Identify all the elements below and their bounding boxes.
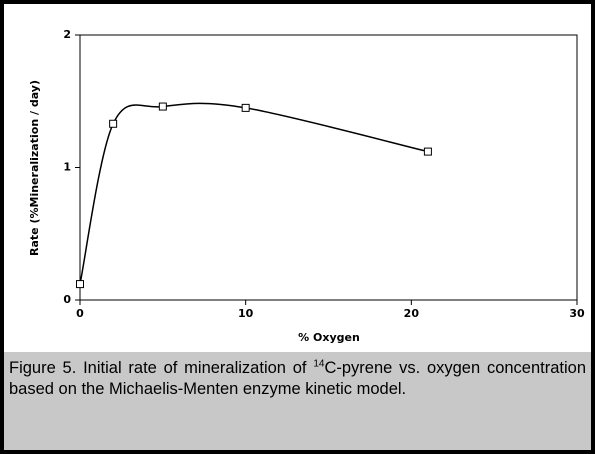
caption: Figure 5. Initial rate of mineralization…	[4, 352, 591, 450]
x-tick-label: 0	[76, 307, 84, 320]
marker	[423, 147, 432, 156]
x-tick-label: 20	[404, 307, 420, 320]
y-tick-label: 0	[63, 293, 71, 306]
chart: % Oxygen Rate (%Mineralization / day) 0 1…	[4, 4, 591, 352]
caption-text: C-pyrene vs. oxygen concentration based …	[9, 359, 587, 398]
x-tick-label: 10	[238, 307, 254, 320]
caption-superscript: 14	[313, 358, 325, 370]
y-axis-label: Rate (%Mineralization / day)	[28, 80, 41, 256]
marker	[241, 103, 250, 112]
marker	[76, 280, 84, 289]
y-tick-label: 1	[63, 161, 71, 174]
y-tick-label: 2	[63, 28, 71, 41]
x-tick-label: 30	[569, 307, 585, 320]
x-axis-label: % Oxygen	[298, 331, 360, 344]
plot-background	[4, 4, 591, 352]
caption-text: Figure 5. Initial rate of mineralization…	[9, 359, 314, 377]
marker	[158, 102, 167, 111]
marker	[109, 119, 118, 128]
